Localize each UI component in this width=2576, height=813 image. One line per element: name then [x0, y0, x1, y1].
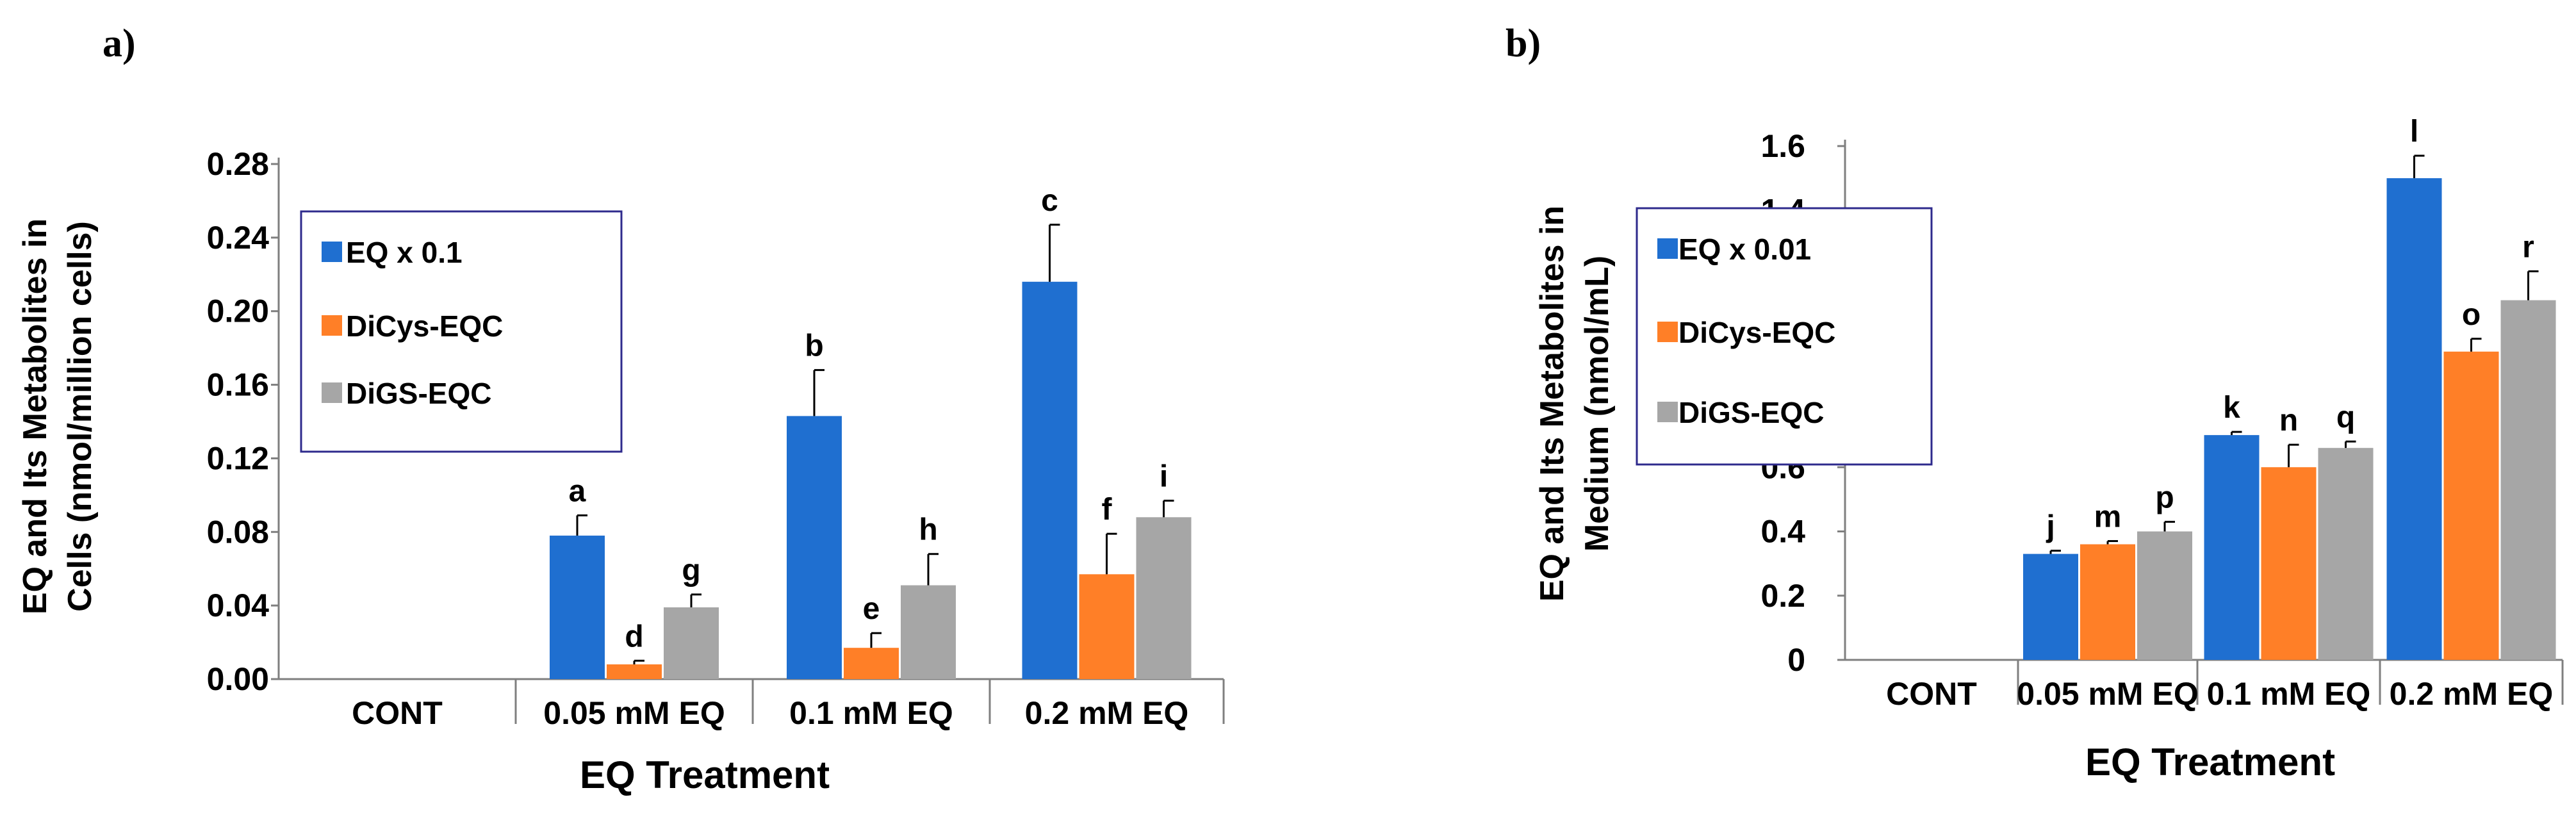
legend-swatch [1657, 322, 1678, 342]
bar [2443, 351, 2499, 660]
y-tick-label: 0.04 [207, 587, 270, 623]
significance-label: a [569, 474, 586, 508]
y-tick-label: 0.2 [1760, 578, 1805, 614]
significance-label: b [805, 329, 823, 363]
bar [2386, 178, 2442, 660]
significance-label: i [1160, 459, 1168, 493]
bar [787, 416, 842, 679]
x-tick-label: 0.05 mM EQ [543, 695, 725, 731]
legend-label: EQ x 0.1 [346, 236, 463, 269]
y-tick-label: 0.08 [207, 514, 269, 550]
bar [607, 664, 662, 679]
y-tick-label: 1.6 [1760, 128, 1805, 164]
significance-label: o [2462, 298, 2481, 332]
significance-label: m [2094, 500, 2122, 534]
bar [2500, 300, 2556, 661]
legend-swatch [1657, 402, 1678, 422]
x-tick-label: 0.1 mM EQ [2207, 676, 2371, 712]
bar [1079, 574, 1135, 679]
y-axis-label-line1: EQ and Its Metabolites in [1534, 206, 1571, 602]
significance-label: q [2336, 400, 2355, 434]
y-axis-label-line2: Medium (nmol/mL) [1579, 256, 1616, 552]
legend-swatch [322, 242, 342, 262]
legend-swatch [322, 382, 342, 403]
y-tick-label: 0.20 [207, 293, 269, 329]
y-tick-label: 0.24 [207, 220, 270, 256]
x-tick-label: 0.2 mM EQ [1025, 695, 1189, 731]
y-tick-label: 0.00 [207, 661, 269, 697]
panel-label: a) [103, 22, 136, 65]
y-tick-label: 0.12 [207, 440, 269, 476]
bar [1022, 281, 1078, 679]
significance-label: g [682, 554, 700, 587]
significance-label: j [2046, 510, 2055, 544]
legend-swatch [1657, 238, 1678, 259]
significance-label: l [2410, 115, 2418, 149]
x-axis-title: EQ Treatment [580, 753, 830, 796]
y-tick-label: 0.28 [207, 146, 269, 182]
bar [844, 648, 899, 679]
significance-label: n [2279, 404, 2298, 438]
legend-box [1636, 207, 1933, 466]
bar [1136, 517, 1192, 679]
x-axis-title: EQ Treatment [2085, 741, 2335, 784]
chart-panel-b: b)00.20.40.60.811.21.41.6EQ and Its Meta… [1505, 22, 2564, 784]
legend-label: DiGS-EQC [346, 377, 491, 410]
y-axis-label-line2: Cells (nmol/million cells) [62, 221, 99, 612]
x-tick-label: CONT [352, 695, 443, 731]
x-tick-label: CONT [1886, 676, 1977, 712]
panel-label: b) [1505, 22, 1541, 65]
bar [550, 536, 605, 679]
significance-label: p [2155, 480, 2174, 514]
significance-label: k [2223, 391, 2240, 425]
significance-label: r [2522, 230, 2534, 264]
x-tick-label: 0.1 mM EQ [789, 695, 953, 731]
significance-label: e [863, 592, 880, 626]
legend-label: DiGS-EQC [1678, 396, 1824, 429]
significance-label: f [1102, 493, 1113, 527]
x-tick-label: 0.05 mM EQ [2017, 676, 2198, 712]
bar [901, 585, 956, 679]
legend-label: DiCys-EQC [1678, 316, 1835, 349]
legend: EQ x 0.01 DiCys-EQC DiGS-EQC [1636, 207, 1933, 466]
chart-panel-a: a) 0.00 0.04 0.08 0.12 0.16 0.20 0.24 0.28 EQ and… [17, 22, 1225, 796]
legend-swatch [322, 315, 342, 336]
significance-label: c [1041, 184, 1058, 218]
significance-label: h [919, 513, 937, 547]
bar [2137, 531, 2192, 660]
legend-box [300, 210, 623, 453]
bar [2023, 554, 2078, 660]
y-tick-label: 0.16 [207, 367, 269, 403]
bar [2204, 435, 2260, 660]
bar [2261, 467, 2317, 660]
legend-label: DiCys-EQC [346, 309, 503, 343]
legend: EQ x 0.1 DiCys-EQC DiGS-EQC [300, 210, 623, 453]
bar [2318, 448, 2374, 660]
x-tick-label: 0.2 mM EQ [2390, 676, 2554, 712]
y-tick-label: 0 [1787, 642, 1805, 678]
y-axis-label-line1: EQ and Its Metabolites in [17, 218, 54, 614]
bar [664, 607, 719, 679]
significance-label: d [625, 620, 643, 653]
y-tick-label: 0.4 [1760, 514, 1805, 550]
legend-label: EQ x 0.01 [1678, 233, 1811, 266]
bar [2080, 544, 2135, 660]
